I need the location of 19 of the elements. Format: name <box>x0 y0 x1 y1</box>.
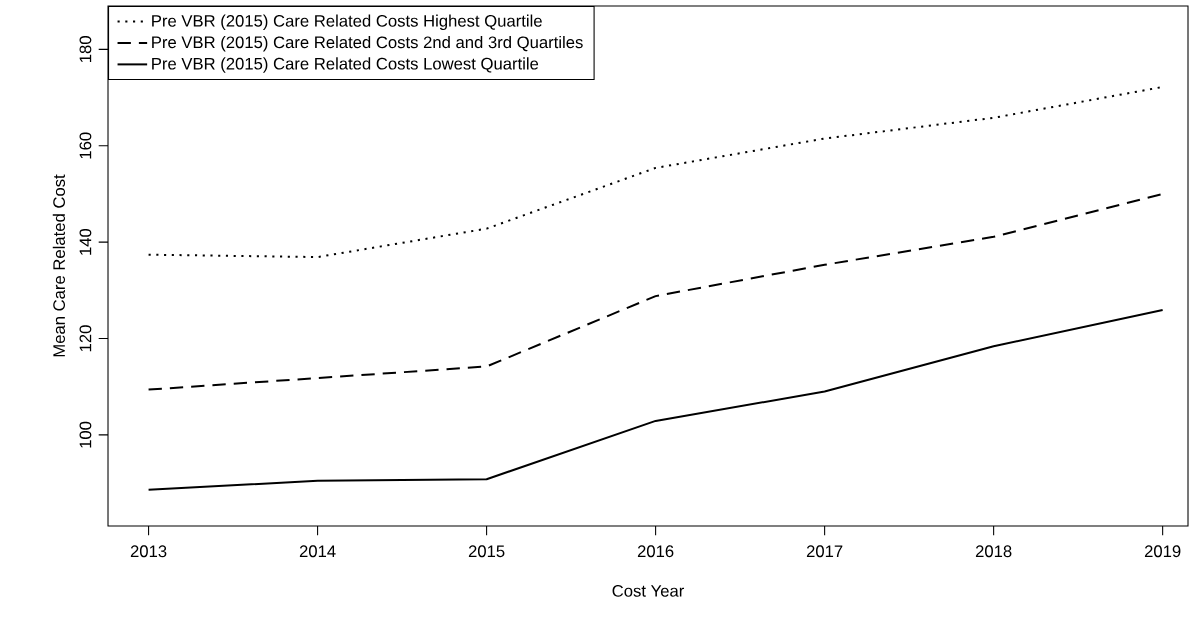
x-tick-label: 2016 <box>637 545 674 558</box>
y-tick-label: 120 <box>79 325 92 352</box>
y-tick-label: 100 <box>79 421 92 448</box>
y-axis-title: Mean Care Related Cost <box>52 174 66 357</box>
x-tick-label: 2013 <box>130 545 167 558</box>
legend-label: Pre VBR (2015) Care Related Costs Lowest Quartile <box>152 57 539 73</box>
y-tick-label: 140 <box>79 228 92 255</box>
x-tick-label: 2018 <box>975 545 1012 558</box>
legend-label: Pre VBR (2015) Care Related Costs 2nd and 3rd Quartiles <box>152 35 583 52</box>
x-axis-title: Cost Year <box>612 585 685 597</box>
x-tick-label: 2014 <box>299 545 336 558</box>
line-series <box>147 309 1164 491</box>
y-tick-label: 160 <box>79 132 92 159</box>
legend-label: Pre VBR (2015) Care Related Costs Highest Quartile <box>152 14 542 31</box>
line-series <box>147 192 1164 391</box>
x-tick-label: 2019 <box>1144 545 1181 558</box>
x-tick-label: 2017 <box>806 545 843 558</box>
x-tick-label: 2015 <box>468 545 505 558</box>
y-tick-label: 180 <box>79 36 92 62</box>
